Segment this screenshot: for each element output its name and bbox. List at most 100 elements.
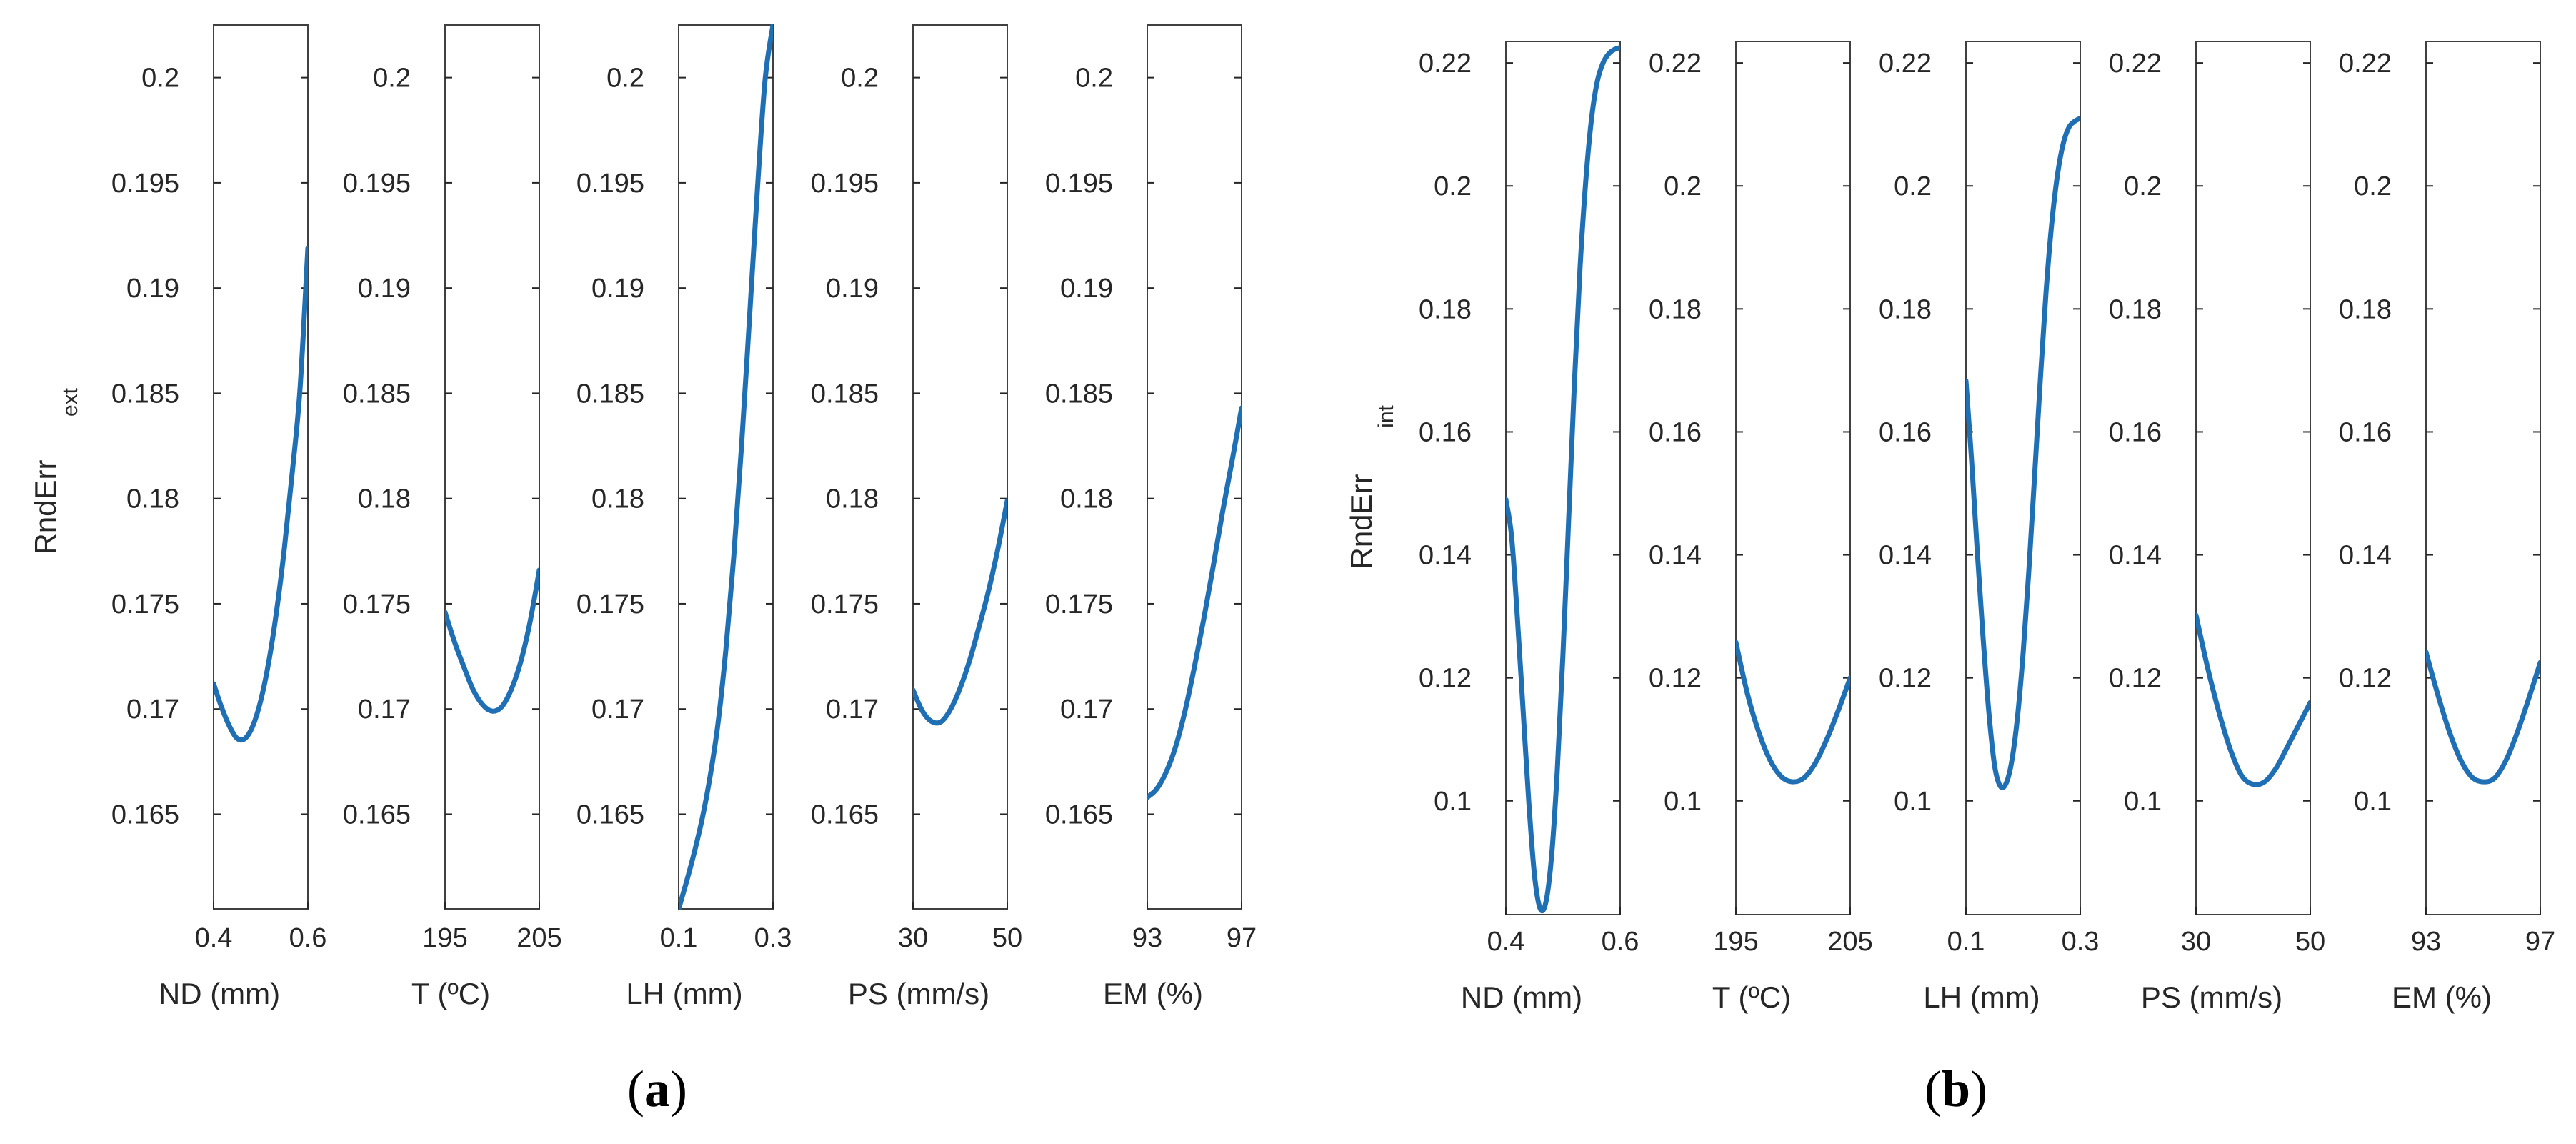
chart-b-sub1-frame: [1735, 41, 1851, 915]
chart-a-sub4-ytick-label-2: 0.175: [1045, 590, 1113, 620]
chart-a-sub1-xlabel: T (ºC): [411, 977, 490, 1010]
chart-a-sub2-ytick-label-3: 0.18: [591, 484, 644, 514]
chart-b-sub1-ytick-label-6: 0.22: [1649, 49, 1702, 79]
chart-a-sub4-xlabel: EM (%): [1103, 977, 1203, 1010]
chart-a-sub2-ytick-label-0: 0.165: [576, 800, 644, 830]
chart-a-sub0-ytick-label-4: 0.185: [111, 379, 179, 409]
chart-a-sub1-ytick-label-0: 0.165: [343, 800, 411, 830]
chart-a-sub2-ytick-label-2: 0.175: [576, 590, 644, 620]
chart-a-sub1-series-t-line: [445, 567, 539, 714]
chart-b-sub2-ytick-label-6: 0.22: [1879, 49, 1932, 79]
chart-a-sub0-ytick-label-3: 0.18: [126, 484, 179, 514]
chart-b-sub0-series-nd-line: [1506, 45, 1620, 914]
panel-b-ylabel: RndErr: [1344, 474, 1378, 569]
chart-b-sub4-ytick-label-2: 0.14: [2339, 541, 2392, 571]
chart-b-sub4-ytick-label-3: 0.16: [2339, 417, 2392, 447]
chart-a-sub0-xtick-label-0: 0.4: [195, 923, 233, 953]
chart-b-sub2-series-lh-line: [1966, 116, 2080, 790]
panel-a-tag-letter: a: [644, 1060, 670, 1118]
chart-b-sub1-ytick-label-5: 0.2: [1664, 171, 1702, 202]
chart-a-sub4-ytick-label-3: 0.18: [1060, 484, 1113, 514]
panel-b-tag: (b): [1924, 1060, 1987, 1118]
chart-b-sub1-ytick-label-3: 0.16: [1649, 417, 1702, 447]
chart-a-sub3-series-ps-line: [913, 498, 1007, 726]
chart-b-sub4-ytick-label-0: 0.1: [2354, 787, 2392, 817]
chart-b-sub2-ytick-label-1: 0.12: [1879, 664, 1932, 694]
chart-a-sub1-frame: [444, 24, 540, 910]
chart-a-sub4-xtick-label-1: 97: [1227, 923, 1257, 953]
chart-a-sub3-ytick-label-7: 0.2: [841, 64, 879, 94]
chart-b-sub2-ytick-label-5: 0.2: [1894, 171, 1932, 202]
chart-a-sub4-frame: [1147, 24, 1242, 910]
chart-b-sub1-ytick-label-0: 0.1: [1664, 787, 1702, 817]
chart-b-sub2-ytick-label-2: 0.14: [1879, 541, 1932, 571]
chart-a-sub4-xtick-label-0: 93: [1132, 923, 1162, 953]
chart-a-sub0-ytick-label-2: 0.175: [111, 590, 179, 620]
chart-b-sub0-ytick-label-1: 0.12: [1419, 664, 1472, 694]
panel-b-subplot-ps: 0.1 0.12 0.14 0.16 0.18 0.2 0.22 30 50 PS (mm/s): [2109, 41, 2325, 1014]
chart-b-sub4-xtick-label-0: 93: [2411, 927, 2441, 957]
chart-a-sub3-ytick-label-5: 0.19: [826, 274, 879, 304]
chart-a-sub3-xlabel: PS (mm/s): [848, 977, 989, 1010]
panel-b-subplot-nd: 0.1 0.12 0.14 0.16 0.18 0.2 0.22 0.4 0.6 ND (mm): [1419, 41, 1639, 1014]
chart-b-sub0-xtick-label-0: 0.4: [1487, 927, 1525, 957]
chart-a-sub3-ytick-label-3: 0.18: [826, 484, 879, 514]
chart-b-sub4-xtick-label-1: 97: [2525, 927, 2555, 957]
chart-a-sub2-ytick-label-4: 0.185: [576, 379, 644, 409]
chart-b-sub1-ytick-label-2: 0.14: [1649, 541, 1702, 571]
chart-a-sub3-ytick-label-0: 0.165: [811, 800, 879, 830]
chart-a-sub2-ytick-label-5: 0.19: [591, 274, 644, 304]
chart-b-sub4-ytick-label-5: 0.2: [2354, 171, 2392, 202]
chart-a-sub4-series-em-line: [1147, 405, 1242, 800]
chart-b-sub3-frame: [2195, 41, 2311, 915]
chart-a-sub3-ytick-label-6: 0.195: [811, 169, 879, 199]
chart-b-sub2-xtick-label-1: 0.3: [2062, 927, 2100, 957]
chart-b-sub3-xtick-label-0: 30: [2181, 927, 2211, 957]
chart-b-sub4-series-em-line: [2426, 650, 2540, 785]
chart-b-sub0-xtick-label-1: 0.6: [1602, 927, 1639, 957]
chart-a-sub4-ytick-label-5: 0.19: [1060, 274, 1113, 304]
chart-a-sub3-ytick-label-2: 0.175: [811, 590, 879, 620]
panel-b: RndErr int 0.1 0.12 0.14 0.16 0.18 0.2 0.22 0.4…: [1344, 41, 2555, 1118]
chart-a-sub0-ytick-label-1: 0.17: [126, 695, 179, 725]
chart-a-sub3-frame: [912, 24, 1008, 910]
panel-a-tag: (a): [627, 1060, 687, 1118]
chart-b-sub3-series-ps-line: [2196, 612, 2310, 787]
panel-b-ylabel-subscript: int: [1374, 404, 1398, 427]
panel-b-subplot-lh: 0.1 0.12 0.14 0.16 0.18 0.2 0.22 0.1 0.3 LH (mm): [1879, 41, 2099, 1014]
chart-a-sub2-ytick-label-6: 0.195: [576, 169, 644, 199]
chart-a-sub2-ytick-label-7: 0.2: [606, 64, 644, 94]
chart-a-sub2-xtick-label-0: 0.1: [660, 923, 698, 953]
chart-b-sub2-xlabel: LH (mm): [1923, 980, 2040, 1014]
chart-a-sub3-xtick-label-1: 50: [992, 923, 1022, 953]
chart-a-sub0-frame: [213, 24, 309, 910]
chart-b-sub3-ytick-label-0: 0.1: [2124, 787, 2162, 817]
panel-b-subplot-t: 0.1 0.12 0.14 0.16 0.18 0.2 0.22 195 205 T (ºC): [1649, 41, 1873, 1014]
chart-a-sub0-xlabel: ND (mm): [159, 977, 280, 1010]
chart-b-sub2-frame: [1965, 41, 2081, 915]
panel-a-subplot-nd: 0.165 0.17 0.175 0.18 0.185 0.19 0.195 0.2 0.4 0.…: [111, 24, 326, 1010]
panel-a-subplot-lh: 0.165 0.17 0.175 0.18 0.185 0.19 0.195 0.2 0.1 0.…: [576, 24, 792, 1010]
panel-a-ylabel-subscript: ext: [59, 387, 82, 417]
chart-a-sub4-ytick-label-4: 0.185: [1045, 379, 1113, 409]
chart-b-sub0-ytick-label-3: 0.16: [1419, 417, 1472, 447]
chart-a-sub1-ytick-label-3: 0.18: [358, 484, 411, 514]
chart-a-sub1-ytick-label-2: 0.175: [343, 590, 411, 620]
chart-b-sub3-ytick-label-3: 0.16: [2109, 417, 2162, 447]
chart-a-sub1-xtick-label-0: 195: [422, 923, 467, 953]
chart-b-sub1-ytick-label-4: 0.18: [1649, 294, 1702, 324]
chart-a-sub3-ytick-label-1: 0.17: [826, 695, 879, 725]
chart-b-sub4-frame: [2425, 41, 2541, 915]
chart-a-sub1-ytick-label-5: 0.19: [358, 274, 411, 304]
chart-b-sub3-xtick-label-1: 50: [2295, 927, 2325, 957]
chart-a-sub3-xtick-label-0: 30: [898, 923, 928, 953]
chart-a-sub0-ytick-label-0: 0.165: [111, 800, 179, 830]
chart-a-sub2-ytick-label-1: 0.17: [591, 695, 644, 725]
chart-b-sub1-xlabel: T (ºC): [1712, 980, 1791, 1014]
chart-a-sub1-xtick-label-1: 205: [516, 923, 561, 953]
chart-a-sub2-series-lh-line: [679, 24, 773, 910]
chart-a-sub0-ytick-label-5: 0.19: [126, 274, 179, 304]
chart-b-sub4-ytick-label-1: 0.12: [2339, 664, 2392, 694]
chart-a-sub0-ytick-label-7: 0.2: [141, 64, 179, 94]
